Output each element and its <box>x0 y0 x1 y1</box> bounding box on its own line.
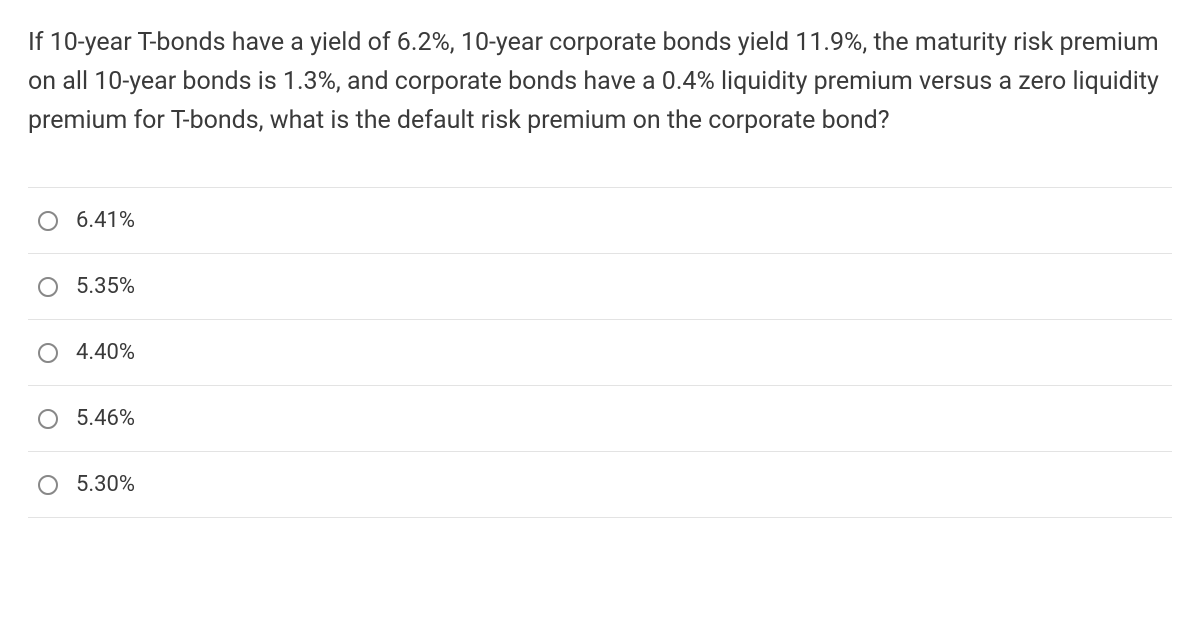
option-row[interactable]: 5.30% <box>28 451 1172 518</box>
radio-icon[interactable] <box>38 211 58 231</box>
option-label: 4.40% <box>76 340 135 365</box>
option-row[interactable]: 6.41% <box>28 187 1172 254</box>
radio-icon[interactable] <box>38 475 58 495</box>
option-label: 6.41% <box>76 208 135 233</box>
option-label: 5.30% <box>76 472 135 497</box>
radio-icon[interactable] <box>38 409 58 429</box>
radio-icon[interactable] <box>38 343 58 363</box>
option-row[interactable]: 5.46% <box>28 385 1172 452</box>
option-label: 5.46% <box>76 406 135 431</box>
radio-icon[interactable] <box>38 277 58 297</box>
option-row[interactable]: 5.35% <box>28 253 1172 320</box>
question-text: If 10-year T-bonds have a yield of 6.2%,… <box>28 24 1172 140</box>
options-list: 6.41% 5.35% 4.40% 5.46% 5.30% <box>28 187 1172 518</box>
option-row[interactable]: 4.40% <box>28 319 1172 386</box>
option-label: 5.35% <box>76 274 135 299</box>
